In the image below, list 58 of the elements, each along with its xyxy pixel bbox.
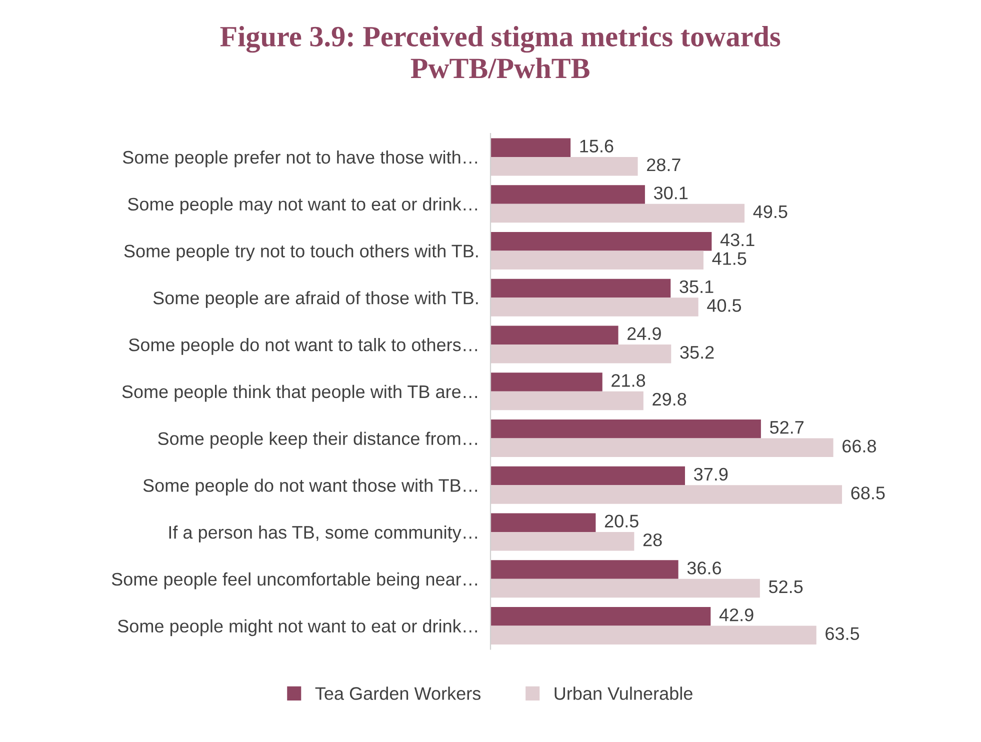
- y-tick-label: Some people do not want those with TB…: [143, 478, 477, 496]
- bar: [490, 344, 672, 364]
- data-label: 49.5: [753, 205, 788, 218]
- data-label: 15.6: [580, 140, 614, 152]
- data-label: 24.9: [628, 327, 661, 340]
- data-label: 52.5: [768, 580, 803, 594]
- y-tick-label: Some people may not want to eat or drink…: [128, 197, 477, 214]
- bar: [490, 532, 634, 551]
- bar: [490, 278, 671, 298]
- data-label: 42.9: [719, 608, 754, 622]
- bar: [490, 560, 678, 579]
- y-tick-label: If a person has TB, some community…: [169, 526, 477, 542]
- data-label: 28.7: [647, 158, 680, 172]
- data-label: 35.2: [680, 346, 714, 359]
- data-label: 37.9: [694, 468, 728, 481]
- bar: [490, 466, 685, 486]
- data-label: 28: [643, 533, 662, 546]
- data-label: 41.5: [712, 252, 746, 265]
- data-label: 36.6: [687, 562, 722, 574]
- legend-label: Tea Garden Workers: [315, 686, 480, 700]
- data-label: 52.7: [770, 420, 804, 434]
- bar: [490, 157, 638, 176]
- bar: [490, 204, 745, 223]
- data-label: 66.8: [842, 440, 876, 453]
- y-tick-label: Some people think that people with TB are…: [122, 384, 477, 402]
- bar: [490, 326, 618, 345]
- data-label: 29.8: [652, 392, 686, 406]
- data-label: 68.5: [851, 486, 885, 500]
- y-tick-label: Some people do not want to talk to others…: [128, 338, 477, 355]
- chart-title: Figure 3.9: Perceived stigma metrics towards PwTB/PwhTB: [220, 26, 780, 78]
- legend-label: Urban Vulnerable: [554, 686, 692, 700]
- bar: [490, 250, 704, 270]
- bar: [490, 372, 602, 392]
- data-label: 21.8: [612, 374, 646, 387]
- bar: [490, 138, 571, 157]
- bar: [490, 578, 760, 598]
- bar: [490, 626, 816, 645]
- bar: [490, 232, 712, 251]
- data-label: 40.5: [707, 299, 742, 312]
- y-tick-label: Some people are afraid of those with TB.: [153, 291, 478, 308]
- bar: [490, 485, 842, 504]
- data-label: 20.5: [604, 514, 638, 528]
- y-tick-label: Some people might not want to eat or drink…: [118, 619, 477, 636]
- bar: [490, 185, 645, 204]
- y-tick-label: Some people try not to touch others with TB.: [124, 244, 478, 262]
- bar: [490, 438, 834, 458]
- bar: [490, 607, 711, 626]
- bar: [490, 391, 644, 410]
- y-tick-label: Some people keep their distance from…: [158, 432, 477, 449]
- y-tick-label: Some people prefer not to have those with…: [122, 150, 477, 168]
- data-label: 30.1: [654, 186, 688, 200]
- bar: [490, 298, 698, 316]
- bar: [490, 420, 761, 438]
- data-label: 63.5: [826, 627, 860, 640]
- y-tick-label: Some people feel uncomfortable being near…: [112, 572, 477, 590]
- bar: [490, 513, 596, 532]
- data-label: 43.1: [720, 233, 754, 246]
- data-label: 35.1: [680, 280, 714, 294]
